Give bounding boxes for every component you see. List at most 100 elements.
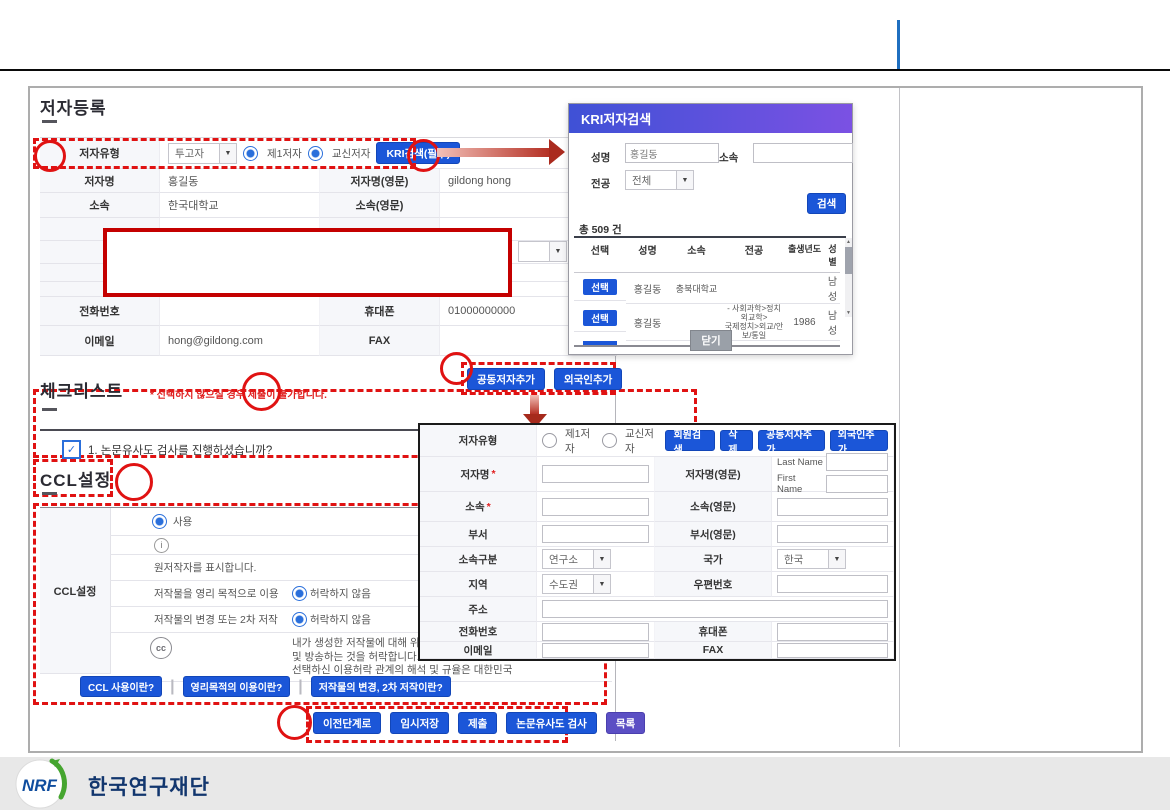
popup-major-dropdown[interactable]: 전체 ▼ — [625, 170, 694, 190]
last-name-label: Last Name — [777, 456, 823, 468]
sf-region-value: 수도권 — [549, 578, 578, 591]
sf-email-input[interactable] — [542, 642, 649, 658]
table-cell — [825, 341, 840, 347]
sf-add-foreigner-button[interactable]: 외국인추가 — [829, 430, 888, 456]
temp-save-button[interactable]: 임시저장 — [390, 712, 449, 734]
cc-icon: cc — [150, 637, 172, 659]
col-header-major: 전공 — [724, 238, 784, 273]
required-mark: * — [486, 500, 491, 513]
title-dash — [42, 408, 57, 411]
sf-mobile-input[interactable] — [777, 622, 888, 641]
sf-addr-input[interactable] — [542, 600, 888, 618]
similarity-check-button[interactable]: 논문유사도 검사 — [506, 712, 597, 734]
ccl-use-label: 사용 — [173, 516, 193, 528]
sf-dept-input[interactable] — [542, 525, 649, 543]
affil-value: 한국대학교 — [160, 193, 320, 218]
sf-add-coauthor-button[interactable]: 공동저자추가 — [758, 430, 825, 456]
sf-country-dropdown[interactable]: 한국 ▼ — [777, 549, 846, 569]
sf-affil-en-input[interactable] — [777, 497, 888, 516]
sf-phone-input[interactable] — [542, 622, 649, 641]
ccl-derivative-radio[interactable] — [292, 612, 307, 627]
sf-mobile-label: 휴대폰 — [655, 622, 772, 642]
ccl-commercial-radio[interactable] — [292, 586, 307, 601]
sf-dept-en-input[interactable] — [777, 525, 888, 543]
table-cell-affil: 충북대학교 — [669, 273, 724, 304]
table-row-select-cell: 선택 — [574, 304, 626, 332]
ccl-help1-button[interactable]: CCL 사용이란? — [80, 676, 163, 697]
list-button[interactable]: 목록 — [605, 712, 646, 734]
phone-label: 전화번호 — [40, 297, 160, 326]
kri-search-popup: KRI저자검색 성명 홍길동 소속 전공 전체 ▼ 검색 총 509 건 선택 성… — [568, 103, 853, 355]
hidden-row-dropdown[interactable]: ▼ — [518, 238, 567, 262]
sf-corresponding-radio[interactable] — [601, 433, 617, 448]
corresponding-author-radio[interactable] — [307, 145, 323, 161]
table-cell-name: 홍길동 — [626, 273, 669, 304]
ccl-commercial-row: 저작물을 영리 목적으로 이용 허락하지 않음 — [110, 581, 612, 607]
sf-name-en-cell: Last Name First Name — [772, 453, 894, 495]
sf-delete-button[interactable]: 삭제 — [720, 430, 754, 456]
sf-phone-cell — [537, 622, 655, 642]
select-row-button[interactable]: 선택 — [583, 278, 617, 295]
checklist-checkbox[interactable]: ✓ — [62, 440, 81, 459]
sf-first-author-radio[interactable] — [542, 433, 557, 448]
ccl-commercial-value: 허락하지 않음 — [310, 588, 371, 600]
sf-affil-type-label: 소속구분 — [420, 547, 537, 572]
popup-affil-input[interactable] — [753, 143, 853, 163]
add-foreigner-button[interactable]: 외국인추가 — [553, 368, 623, 390]
sf-zip-cell — [772, 572, 894, 597]
first-name-input[interactable] — [826, 475, 888, 493]
sf-zip-input[interactable] — [777, 575, 888, 593]
ccl-help2-button[interactable]: 영리목적의 이용이란? — [182, 676, 291, 697]
sf-affil-input[interactable] — [542, 497, 649, 516]
arrow-to-subform-bar — [530, 395, 539, 414]
scrollbar-thumb[interactable] — [845, 247, 852, 274]
ccl-table-top-border — [40, 507, 612, 508]
required-mark: * — [491, 468, 496, 480]
popup-name-input[interactable]: 홍길동 — [625, 143, 719, 163]
sf-fax-input[interactable] — [777, 642, 888, 658]
sf-dept-en-cell — [772, 522, 894, 547]
ccl-info-row: i — [110, 536, 612, 555]
scroll-up-icon[interactable]: ▲ — [846, 239, 851, 245]
annotation-circle-6 — [277, 705, 312, 740]
sf-name-input[interactable] — [542, 465, 649, 483]
last-name-input[interactable] — [825, 453, 888, 471]
ccl-use-radio[interactable] — [152, 514, 167, 529]
popup-name-label: 성명 — [591, 152, 611, 164]
table-cell-gender: 남성 — [825, 273, 840, 304]
add-coauthor-button[interactable]: 공동저자추가 — [467, 368, 545, 390]
popup-search-button[interactable]: 검색 — [807, 193, 847, 214]
submit-button[interactable]: 제출 — [457, 712, 498, 734]
scroll-down-icon[interactable]: ▼ — [846, 310, 851, 316]
popup-close-button[interactable]: 닫기 — [690, 330, 732, 351]
sf-name-cell — [537, 457, 655, 492]
popup-result-table: 선택 성명 소속 전공 출생년도 성별 선택 홍길동 충북대학교 남성 선택 홍… — [574, 236, 846, 347]
section-title-checklist: 체크리스트 — [40, 382, 124, 401]
sf-member-search-button[interactable]: 회원검색 — [665, 430, 716, 456]
select-row-button[interactable]: 선택 — [583, 309, 617, 326]
col-header-gender: 성별 — [825, 238, 840, 273]
sf-name-label: 저자명 * — [420, 457, 537, 492]
arrow-to-popup-bar — [437, 148, 549, 157]
sf-country-label: 국가 — [655, 547, 772, 572]
chevron-down-icon: ▼ — [676, 171, 693, 189]
annotation-circle-1 — [34, 140, 66, 172]
ccl-help3-button[interactable]: 저작물의 변경, 2차 저작이란? — [310, 676, 451, 697]
table-cell-name: 홍길동 — [626, 304, 669, 341]
sf-affil-cell — [537, 492, 655, 522]
sf-affil-type-dropdown[interactable]: 연구소 ▼ — [542, 549, 611, 569]
sf-fax-label: FAX — [655, 642, 772, 659]
bottom-button-bar: 이전단계로 임시저장 제출 논문유사도 검사 목록 — [313, 712, 646, 734]
previous-step-button[interactable]: 이전단계로 — [313, 712, 382, 734]
chevron-down-icon: ▼ — [828, 550, 845, 568]
ccl-use-row: 사용 — [110, 508, 612, 536]
nrf-logo: NRF — [14, 758, 70, 810]
popup-major-label: 전공 — [591, 178, 611, 190]
sf-region-dropdown[interactable]: 수도권 ▼ — [542, 574, 611, 594]
table-cell — [724, 341, 784, 347]
author-type-dropdown[interactable]: 투고자 ▼ — [168, 142, 237, 164]
popup-table-scrollbar[interactable]: ▲ ▼ — [845, 238, 852, 317]
first-author-radio[interactable] — [243, 145, 258, 161]
annotation-circle-4 — [242, 372, 281, 411]
ccl-attribution-text: 원저작자를 표시합니다. — [154, 562, 257, 574]
